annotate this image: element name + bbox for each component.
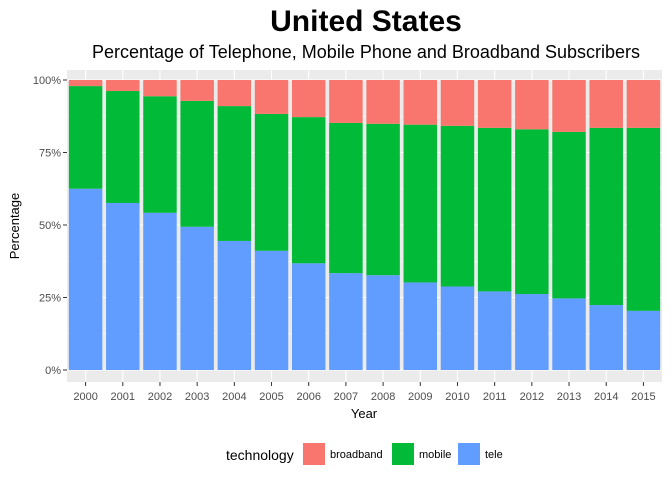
bar-tele-2015 xyxy=(626,310,661,370)
bar-broadband-2006 xyxy=(291,80,326,118)
bars xyxy=(68,80,661,370)
bar-tele-2002 xyxy=(143,212,177,370)
bar-mobile-2011 xyxy=(477,127,512,292)
bar-tele-2000 xyxy=(68,188,103,370)
bar-broadband-2014 xyxy=(589,80,623,128)
x-tick-label: 2000 xyxy=(73,391,97,403)
legend-label-broadband: broadband xyxy=(330,449,383,461)
x-axis-ticks: 2000 2001 2002 2003 2004 2005 2006 2007 2008 2009… xyxy=(73,382,656,403)
legend-label-tele: tele xyxy=(485,449,503,461)
bar-broadband-2011 xyxy=(477,80,512,128)
y-tick-label: 75% xyxy=(39,148,61,160)
x-tick-label: 2009 xyxy=(408,391,432,403)
bar-mobile-2012 xyxy=(515,129,549,295)
bar-broadband-2000 xyxy=(68,80,103,87)
bar-mobile-2008 xyxy=(366,123,400,276)
legend-title: technology xyxy=(226,447,294,463)
bar-mobile-2014 xyxy=(589,127,623,306)
bar-broadband-2002 xyxy=(143,80,177,97)
bar-tele-2007 xyxy=(329,273,363,370)
x-tick-label: 2004 xyxy=(222,391,246,403)
chart-subtitle: Percentage of Telephone, Mobile Phone an… xyxy=(92,42,640,62)
x-tick-label: 2002 xyxy=(148,391,172,403)
y-tick-label: 100% xyxy=(33,75,61,87)
x-tick-label: 2003 xyxy=(185,391,209,403)
bar-mobile-2007 xyxy=(329,122,363,274)
bar-mobile-2010 xyxy=(440,125,475,287)
bar-mobile-2006 xyxy=(291,117,326,264)
x-tick-label: 2015 xyxy=(631,391,655,403)
bar-tele-2005 xyxy=(254,250,289,370)
bar-tele-2004 xyxy=(217,240,252,370)
bar-tele-2010 xyxy=(440,286,475,370)
bar-mobile-2003 xyxy=(180,100,214,227)
legend: technology broadband mobile tele xyxy=(226,443,503,465)
y-tick-label: 0% xyxy=(45,365,61,377)
bar-tele-2008 xyxy=(366,275,400,370)
bar-mobile-2000 xyxy=(68,86,103,189)
bar-tele-2006 xyxy=(291,263,326,370)
y-axis-ticks: 0% 25% 50% 75% 100% xyxy=(33,75,67,377)
legend-label-mobile: mobile xyxy=(419,449,451,461)
bar-mobile-2002 xyxy=(143,96,177,213)
x-tick-label: 2008 xyxy=(371,391,395,403)
bar-broadband-2008 xyxy=(366,80,400,124)
bar-broadband-2010 xyxy=(440,80,475,126)
bar-tele-2011 xyxy=(477,291,512,370)
bar-broadband-2004 xyxy=(217,80,252,107)
bar-tele-2012 xyxy=(515,294,549,370)
x-tick-label: 2014 xyxy=(594,391,618,403)
y-tick-label: 50% xyxy=(39,220,61,232)
bar-tele-2009 xyxy=(403,282,438,370)
x-tick-label: 2007 xyxy=(334,391,358,403)
bar-tele-2013 xyxy=(552,298,586,370)
bar-tele-2001 xyxy=(106,202,140,370)
bar-mobile-2004 xyxy=(217,106,252,241)
bar-broadband-2015 xyxy=(626,80,661,128)
y-axis-title: Percentage xyxy=(7,193,22,260)
bar-tele-2014 xyxy=(589,305,623,370)
bar-broadband-2001 xyxy=(106,80,140,92)
bar-mobile-2015 xyxy=(626,127,661,311)
legend-key-mobile xyxy=(392,443,414,465)
chart-title: United States xyxy=(270,5,462,38)
bar-broadband-2007 xyxy=(329,80,363,123)
x-tick-label: 2010 xyxy=(445,391,469,403)
bar-broadband-2005 xyxy=(254,80,289,114)
y-tick-label: 25% xyxy=(39,293,61,305)
x-tick-label: 2013 xyxy=(557,391,581,403)
bar-mobile-2009 xyxy=(403,124,438,283)
x-axis-title: Year xyxy=(351,406,378,421)
bar-mobile-2013 xyxy=(552,131,586,299)
bar-broadband-2003 xyxy=(180,80,214,101)
x-tick-label: 2006 xyxy=(296,391,320,403)
bar-broadband-2009 xyxy=(403,80,438,125)
bar-mobile-2005 xyxy=(254,113,289,251)
bar-broadband-2012 xyxy=(515,80,549,130)
bar-mobile-2001 xyxy=(106,91,140,203)
legend-key-broadband xyxy=(303,443,325,465)
x-tick-label: 2001 xyxy=(111,391,135,403)
bar-tele-2003 xyxy=(180,226,214,370)
legend-key-tele xyxy=(458,443,480,465)
bar-broadband-2013 xyxy=(552,80,586,132)
x-tick-label: 2012 xyxy=(520,391,544,403)
x-tick-label: 2005 xyxy=(259,391,283,403)
x-tick-label: 2011 xyxy=(483,391,507,403)
